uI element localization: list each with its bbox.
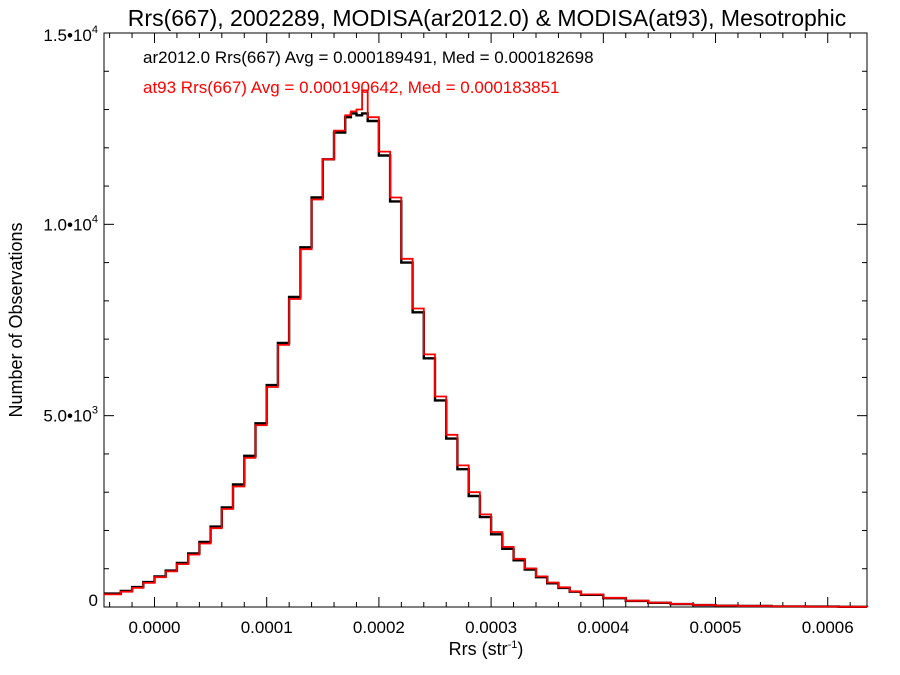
histogram-series [104,89,869,608]
plot-frame [103,32,868,608]
series-at93-line [104,89,868,608]
x-axis-label-close: ) [517,639,523,659]
x-tick-label: 0.0006 [802,618,854,637]
x-axis-label-base: Rrs (str [449,639,508,659]
x-tick-label: 0.0000 [128,618,180,637]
x-axis-ticks: 0.0000 0.0001 0.0002 0.0003 0.0004 0.0005 0.00… [109,33,854,637]
y-tick-label: 1.0•104 [43,213,98,234]
x-tick-label: 0.0004 [577,618,629,637]
y-tick-label-base: 1.5•10 [43,26,92,45]
y-tick-label-base: 0 [89,591,98,610]
x-tick-label: 0.0003 [465,618,517,637]
x-tick-label: 0.0002 [353,618,405,637]
legend-entry-ar2012.0: ar2012.0 Rrs(667) Avg = 0.000189491, Med… [143,48,594,67]
x-axis-label-sup: -1 [508,639,518,651]
y-tick-label-exponent: 3 [92,405,98,417]
y-tick-label-exponent: 4 [92,24,98,36]
legend-entry-at93: at93 Rrs(667) Avg = 0.000190642, Med = 0… [143,78,560,97]
y-tick-label-exponent: 4 [92,213,98,225]
y-tick-label: 1.5•104 [43,24,98,45]
chart-title: Rrs(667), 2002289, MODISA(ar2012.0) & MO… [128,5,846,31]
y-tick-label: 0 [89,591,98,610]
y-tick-label: 5.0•103 [43,405,98,426]
y-axis-label: Number of Observations [6,222,26,417]
y-tick-label-base: 5.0•10 [43,407,92,426]
x-tick-label: 0.0005 [690,618,742,637]
y-tick-label-base: 1.0•10 [43,215,92,234]
x-axis-label: Rrs (str-1) [449,639,524,659]
legend: ar2012.0 Rrs(667) Avg = 0.000189491, Med… [143,48,594,97]
series-ar2012.0-line [104,112,869,608]
x-tick-label: 0.0001 [241,618,293,637]
